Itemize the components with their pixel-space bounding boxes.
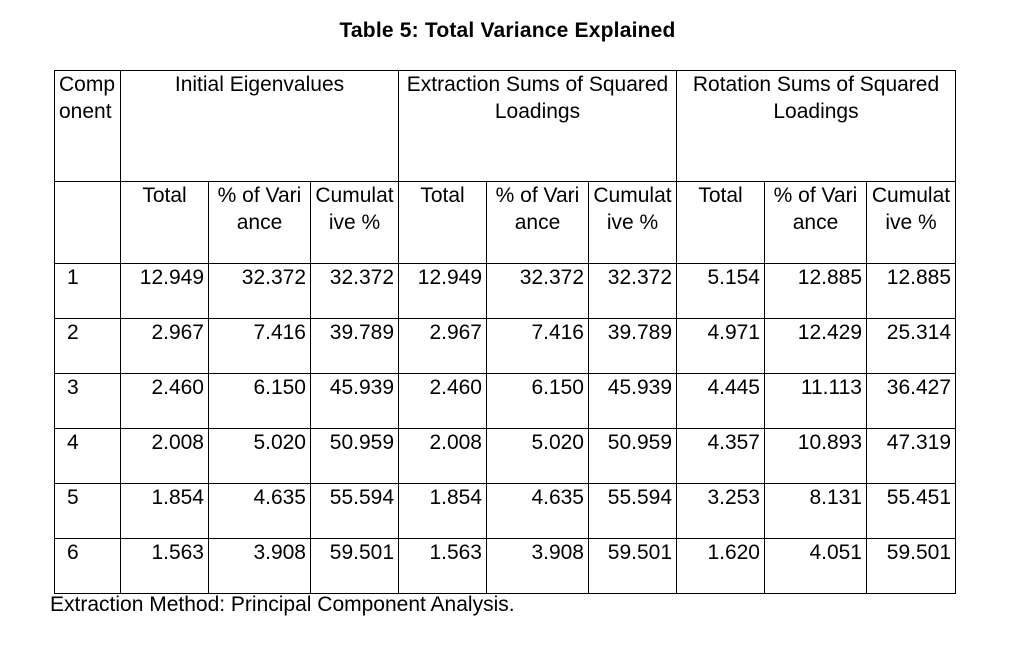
rotation-cumulative-cell: 36.427 xyxy=(866,373,956,429)
extraction-total-cell: 1.563 xyxy=(398,538,487,594)
initial-percent-variance-cell: 4.635 xyxy=(208,483,311,539)
initial-percent-variance-cell: 3.908 xyxy=(208,538,311,594)
table-row: 5 1.854 4.635 55.594 1.854 4.635 55.594 … xyxy=(54,483,956,539)
initial-percent-variance-cell: 7.416 xyxy=(208,318,311,374)
group-header-rotation: Rotation Sums of Squared Loadings xyxy=(676,70,956,182)
initial-cumulative-cell: 55.594 xyxy=(310,483,399,539)
initial-percent-variance-cell: 5.020 xyxy=(208,428,311,484)
extraction-percent-variance-cell: 6.150 xyxy=(486,373,589,429)
initial-total-cell: 12.949 xyxy=(120,263,209,319)
table-row: 6 1.563 3.908 59.501 1.563 3.908 59.501 … xyxy=(54,538,956,594)
subheader-cumulative: Cumulative % xyxy=(866,181,956,264)
group-header-initial: Initial Eigenvalues xyxy=(120,70,399,182)
subheader-percent-variance: % of Variance xyxy=(486,181,589,264)
rotation-cumulative-cell: 25.314 xyxy=(866,318,956,374)
rotation-cumulative-cell: 55.451 xyxy=(866,483,956,539)
initial-total-cell: 2.967 xyxy=(120,318,209,374)
group-header-row: Component Initial Eigenvalues Extraction… xyxy=(54,70,956,182)
table-title: Table 5: Total Variance Explained xyxy=(339,19,676,42)
table-row: 2 2.967 7.416 39.789 2.967 7.416 39.789 … xyxy=(54,318,956,374)
subheader-total: Total xyxy=(398,181,487,264)
extraction-cumulative-cell: 55.594 xyxy=(588,483,677,539)
component-number: 6 xyxy=(54,538,121,594)
table-row: 1 12.949 32.372 32.372 12.949 32.372 32.… xyxy=(54,263,956,319)
rotation-total-cell: 4.357 xyxy=(676,428,765,484)
extraction-percent-variance-cell: 32.372 xyxy=(486,263,589,319)
extraction-percent-variance-cell: 3.908 xyxy=(486,538,589,594)
rotation-percent-variance-cell: 12.885 xyxy=(764,263,867,319)
subheader-cumulative: Cumulative % xyxy=(310,181,399,264)
extraction-percent-variance-cell: 4.635 xyxy=(486,483,589,539)
extraction-total-cell: 12.949 xyxy=(398,263,487,319)
subheader-total: Total xyxy=(120,181,209,264)
table-footnote: Extraction Method: Principal Component A… xyxy=(50,593,515,616)
extraction-total-cell: 2.460 xyxy=(398,373,487,429)
initial-total-cell: 1.563 xyxy=(120,538,209,594)
extraction-cumulative-cell: 39.789 xyxy=(588,318,677,374)
initial-cumulative-cell: 39.789 xyxy=(310,318,399,374)
rotation-cumulative-cell: 12.885 xyxy=(866,263,956,319)
extraction-percent-variance-cell: 5.020 xyxy=(486,428,589,484)
subheader-percent-variance: % of Variance xyxy=(764,181,867,264)
variance-table: Component Initial Eigenvalues Extraction… xyxy=(54,70,956,594)
extraction-cumulative-cell: 32.372 xyxy=(588,263,677,319)
extraction-total-cell: 2.008 xyxy=(398,428,487,484)
initial-cumulative-cell: 59.501 xyxy=(310,538,399,594)
initial-total-cell: 2.008 xyxy=(120,428,209,484)
component-number: 1 xyxy=(54,263,121,319)
initial-cumulative-cell: 50.959 xyxy=(310,428,399,484)
extraction-total-cell: 2.967 xyxy=(398,318,487,374)
rotation-percent-variance-cell: 8.131 xyxy=(764,483,867,539)
initial-total-cell: 1.854 xyxy=(120,483,209,539)
rotation-cumulative-cell: 59.501 xyxy=(866,538,956,594)
rotation-percent-variance-cell: 10.893 xyxy=(764,428,867,484)
initial-total-cell: 2.460 xyxy=(120,373,209,429)
extraction-total-cell: 1.854 xyxy=(398,483,487,539)
extraction-cumulative-cell: 50.959 xyxy=(588,428,677,484)
initial-percent-variance-cell: 6.150 xyxy=(208,373,311,429)
subheader-blank xyxy=(54,181,121,264)
component-number: 5 xyxy=(54,483,121,539)
rotation-total-cell: 4.445 xyxy=(676,373,765,429)
table-row: 3 2.460 6.150 45.939 2.460 6.150 45.939 … xyxy=(54,373,956,429)
rotation-percent-variance-cell: 11.113 xyxy=(764,373,867,429)
subheader-total: Total xyxy=(676,181,765,264)
rotation-percent-variance-cell: 4.051 xyxy=(764,538,867,594)
extraction-percent-variance-cell: 7.416 xyxy=(486,318,589,374)
subheader-row: Total % of Variance Cumulative % Total %… xyxy=(54,181,956,264)
initial-cumulative-cell: 45.939 xyxy=(310,373,399,429)
table-row: 4 2.008 5.020 50.959 2.008 5.020 50.959 … xyxy=(54,428,956,484)
initial-cumulative-cell: 32.372 xyxy=(310,263,399,319)
component-header: Component xyxy=(54,70,121,182)
rotation-total-cell: 1.620 xyxy=(676,538,765,594)
initial-percent-variance-cell: 32.372 xyxy=(208,263,311,319)
group-header-extraction: Extraction Sums of Squared Loadings xyxy=(398,70,677,182)
component-number: 2 xyxy=(54,318,121,374)
extraction-cumulative-cell: 45.939 xyxy=(588,373,677,429)
rotation-total-cell: 3.253 xyxy=(676,483,765,539)
rotation-cumulative-cell: 47.319 xyxy=(866,428,956,484)
extraction-cumulative-cell: 59.501 xyxy=(588,538,677,594)
subheader-percent-variance: % of Variance xyxy=(208,181,311,264)
rotation-total-cell: 5.154 xyxy=(676,263,765,319)
rotation-total-cell: 4.971 xyxy=(676,318,765,374)
subheader-cumulative: Cumulative % xyxy=(588,181,677,264)
rotation-percent-variance-cell: 12.429 xyxy=(764,318,867,374)
component-number: 3 xyxy=(54,373,121,429)
component-number: 4 xyxy=(54,428,121,484)
